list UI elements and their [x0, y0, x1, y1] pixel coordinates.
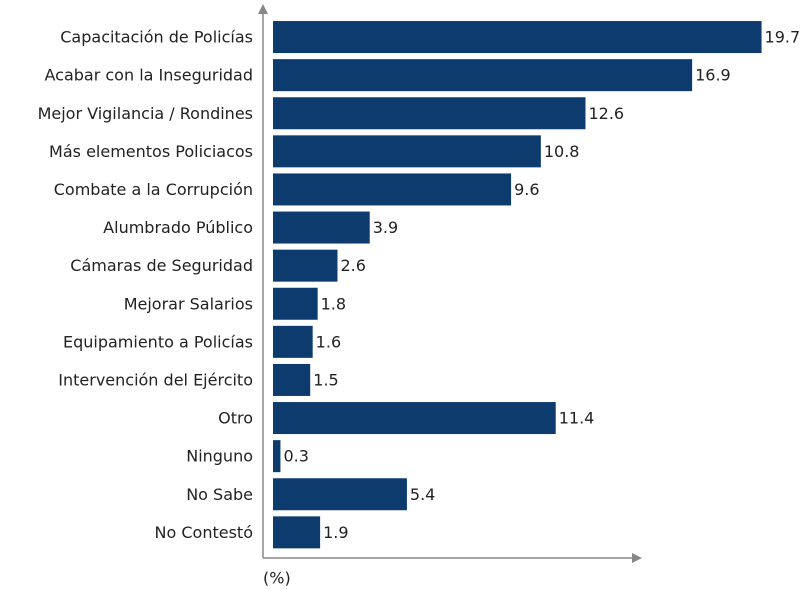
category-label: Equipamiento a Policías [63, 332, 253, 351]
data-label: 12.6 [588, 104, 624, 123]
data-label: 10.8 [544, 142, 580, 161]
category-label: Combate a la Corrupción [54, 180, 253, 199]
bar [273, 440, 281, 473]
bar [273, 173, 512, 206]
data-label: 1.8 [321, 294, 346, 313]
category-label: Cámaras de Seguridad [70, 256, 253, 275]
data-label: 1.5 [313, 370, 338, 389]
bar [273, 97, 586, 130]
bar [273, 478, 407, 511]
data-label: 2.6 [340, 256, 365, 275]
bar [273, 287, 318, 320]
x-axis-label: (%) [263, 569, 291, 588]
bar [273, 21, 762, 54]
bar [273, 211, 370, 244]
category-label: Alumbrado Público [103, 218, 253, 237]
category-label: No Contestó [155, 523, 253, 542]
bar [273, 249, 338, 282]
category-label: Otro [218, 409, 253, 428]
data-label: 19.7 [765, 28, 801, 47]
data-label: 1.9 [323, 523, 348, 542]
category-label: Más elementos Policiacos [49, 142, 253, 161]
category-label: No Sabe [186, 485, 253, 504]
data-label: 11.4 [559, 409, 595, 428]
data-label: 1.6 [316, 332, 341, 351]
category-label: Capacitación de Policías [60, 28, 253, 47]
bar [273, 325, 313, 358]
data-label: 3.9 [373, 218, 398, 237]
y-axis-arrow [258, 4, 268, 14]
bar [273, 59, 693, 92]
data-label: 0.3 [283, 447, 308, 466]
category-label: Mejorar Salarios [124, 294, 253, 313]
category-label: Mejor Vigilancia / Rondines [38, 104, 253, 123]
data-label: 16.9 [695, 66, 731, 85]
bar [273, 363, 311, 396]
bar [273, 516, 321, 549]
data-label: 9.6 [514, 180, 539, 199]
x-axis-arrow [632, 553, 642, 563]
category-label: Intervención del Ejército [58, 370, 253, 389]
bar [273, 402, 556, 435]
bar [273, 135, 541, 168]
category-label: Ninguno [186, 447, 253, 466]
data-label: 5.4 [410, 485, 435, 504]
category-label: Acabar con la Inseguridad [44, 66, 253, 85]
